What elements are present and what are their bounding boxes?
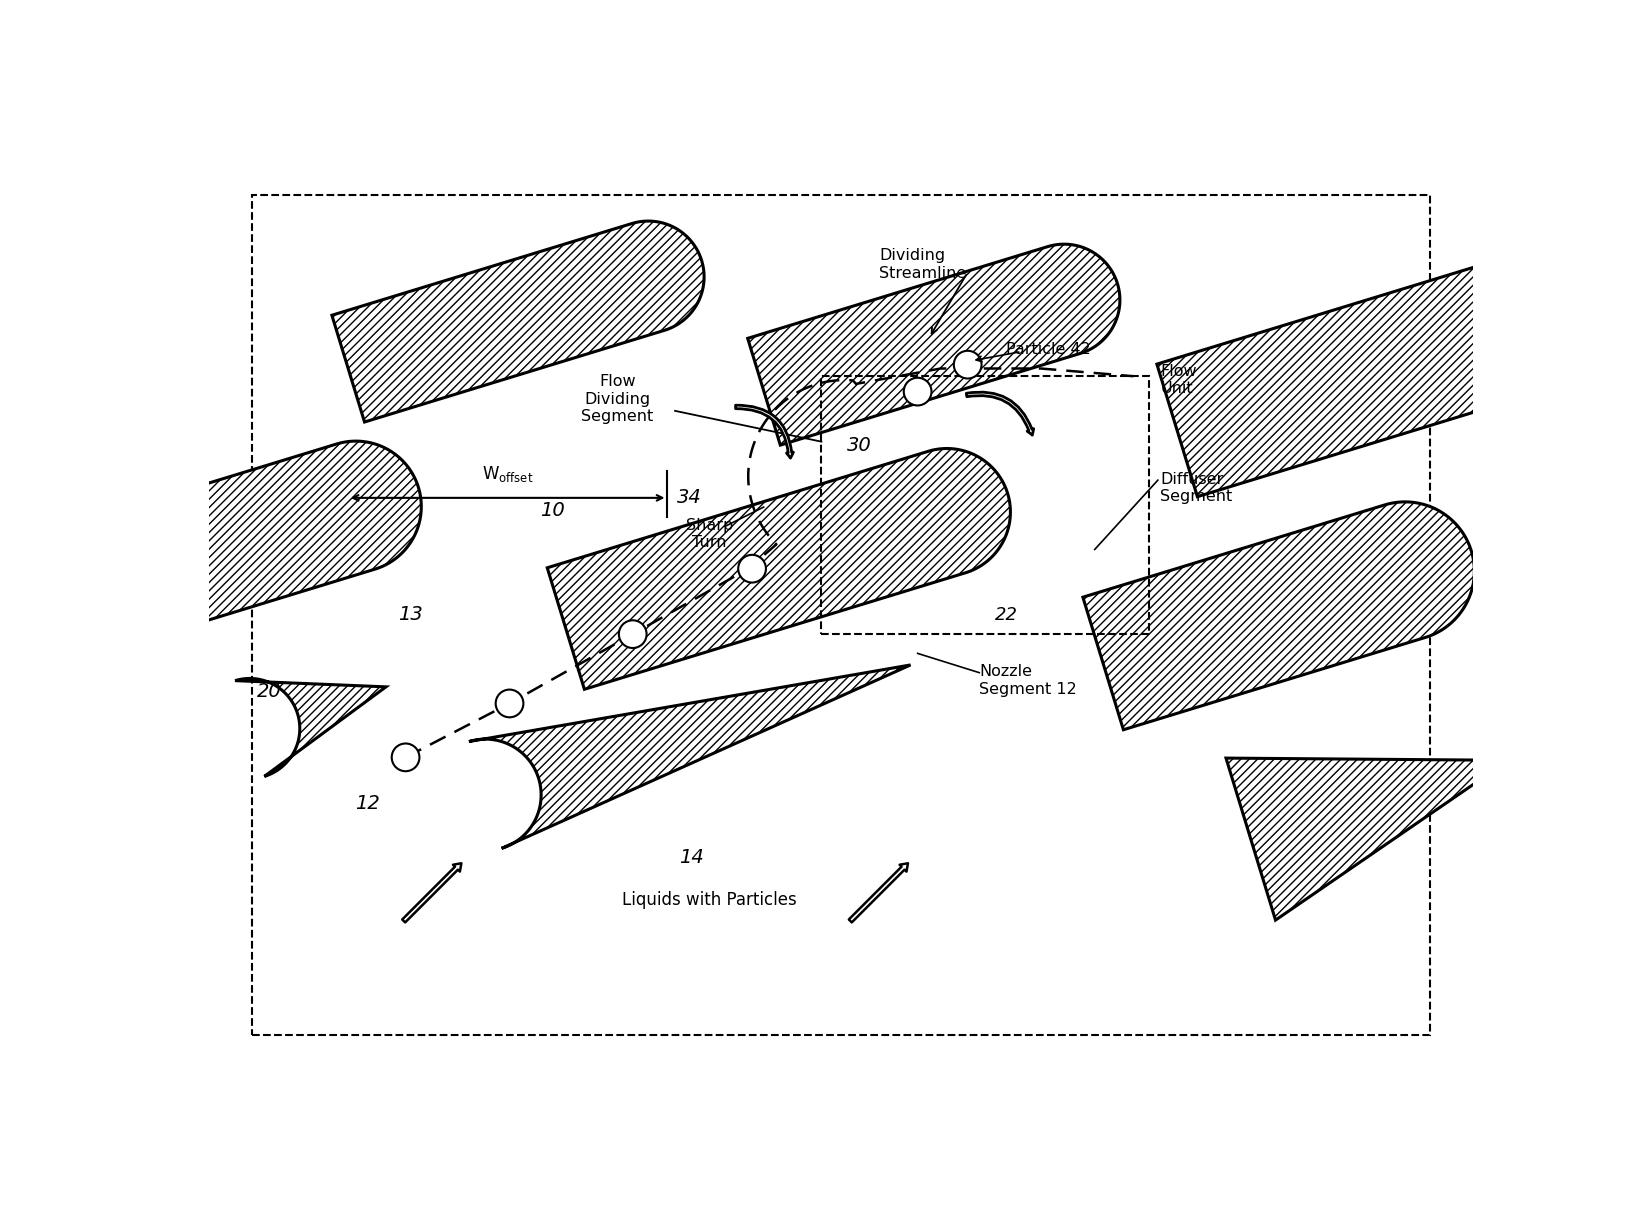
Text: Flow
Dividing
Segment: Flow Dividing Segment: [581, 374, 653, 425]
Text: 20: 20: [258, 682, 282, 702]
Text: 12: 12: [356, 794, 381, 813]
Text: 30: 30: [847, 436, 871, 455]
Polygon shape: [1157, 258, 1585, 496]
Circle shape: [904, 378, 932, 405]
Text: Sharp
Turn: Sharp Turn: [686, 518, 734, 551]
Polygon shape: [120, 442, 422, 635]
Polygon shape: [546, 449, 1011, 690]
Polygon shape: [331, 221, 704, 422]
Bar: [822, 376, 1149, 634]
Circle shape: [392, 743, 420, 771]
Polygon shape: [469, 666, 911, 848]
Polygon shape: [1226, 759, 1508, 920]
Text: 34: 34: [678, 489, 702, 507]
Polygon shape: [1083, 502, 1474, 730]
Text: 13: 13: [397, 605, 423, 624]
Text: Diffuser
Segment: Diffuser Segment: [1160, 472, 1232, 505]
Text: Liquids with Particles: Liquids with Particles: [622, 891, 798, 909]
Polygon shape: [748, 244, 1119, 445]
Text: 10: 10: [540, 501, 565, 520]
Text: Flow
Unit: Flow Unit: [1160, 364, 1196, 396]
Text: 14: 14: [679, 848, 704, 866]
Text: Particle 42: Particle 42: [1006, 341, 1091, 357]
Circle shape: [496, 690, 523, 718]
Text: Dividing
Streamline: Dividing Streamline: [880, 248, 967, 281]
Circle shape: [738, 555, 766, 582]
Text: 22: 22: [994, 606, 1017, 624]
Polygon shape: [235, 679, 386, 777]
Text: W$_{\mathregular{offset}}$: W$_{\mathregular{offset}}$: [482, 463, 533, 484]
Text: Nozzle
Segment 12: Nozzle Segment 12: [980, 664, 1076, 697]
Circle shape: [619, 621, 647, 649]
Circle shape: [953, 351, 981, 379]
